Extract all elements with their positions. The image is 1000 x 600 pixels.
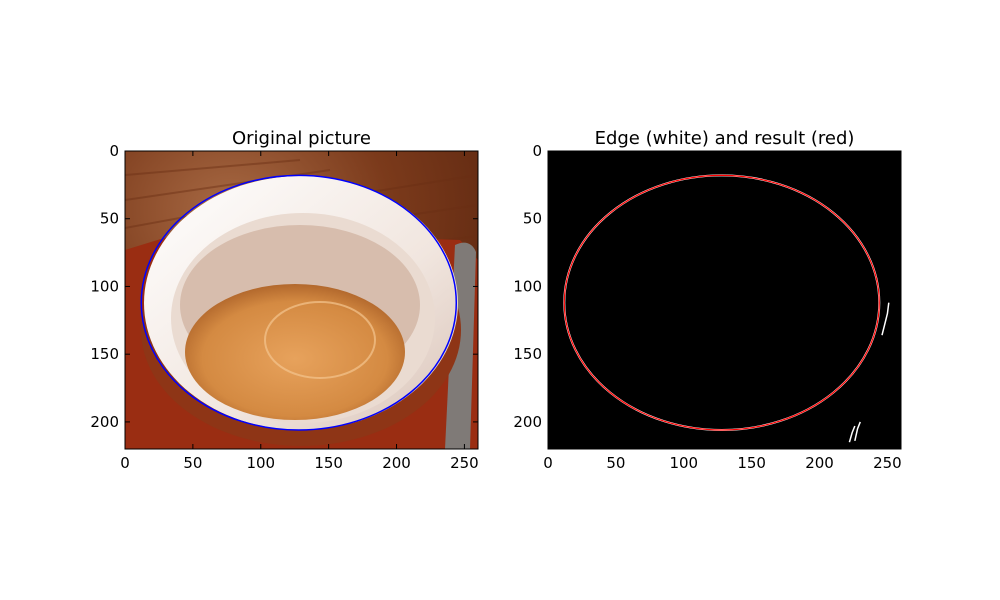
chart-title-original: Original picture	[232, 128, 371, 149]
edge-fragment	[854, 421, 861, 442]
y-tick-label: 150	[90, 345, 119, 363]
edge-fragment	[881, 302, 890, 336]
axes-frame-edge	[547, 150, 902, 450]
y-tick-label: 0	[109, 142, 119, 160]
coffee-highlight	[264, 301, 376, 379]
x-tick-label: 150	[314, 454, 343, 472]
y-tick-label: 100	[513, 277, 542, 295]
y-tick-label: 50	[523, 210, 542, 228]
chart-title-edge: Edge (white) and result (red)	[595, 128, 855, 149]
x-tick-label: 250	[873, 454, 902, 472]
x-tick-label: 150	[737, 454, 766, 472]
panel-original: Original picture 0 50 100 150 200 250 0 50 100 15…	[90, 128, 478, 472]
edge-background	[548, 151, 901, 449]
x-tick-label: 200	[805, 454, 834, 472]
x-tick-label: 200	[382, 454, 411, 472]
photo-image	[125, 151, 478, 449]
coffee-surface	[185, 284, 405, 420]
y-tick-label: 200	[513, 413, 542, 431]
y-tick-label: 100	[90, 277, 119, 295]
x-tick-label: 0	[120, 454, 130, 472]
edge-fragment	[848, 425, 856, 443]
panel-edge-result: Edge (white) and result (red) 0 50 100 150 2…	[513, 128, 901, 472]
axes-frame-original	[124, 150, 479, 450]
y-tick-label: 0	[532, 142, 542, 160]
x-tick-label: 250	[450, 454, 479, 472]
x-tick-label: 100	[669, 454, 698, 472]
x-tick-label: 100	[246, 454, 275, 472]
y-tick-label: 150	[513, 345, 542, 363]
axis-ticks-original: 0 50 100 150 200 250 0 50 100 150 200	[90, 142, 478, 472]
x-tick-label: 50	[183, 454, 202, 472]
detected-ellipse-blue	[140, 174, 458, 431]
axis-ticks-edge: 0 50 100 150 200 250 0 50 100 150 200	[513, 142, 901, 472]
edge-fragments	[848, 302, 890, 443]
y-tick-label: 50	[100, 210, 119, 228]
y-tick-label: 200	[90, 413, 119, 431]
x-tick-label: 0	[543, 454, 553, 472]
edge-image	[548, 151, 901, 449]
x-tick-label: 50	[606, 454, 625, 472]
detected-ellipse-red	[563, 174, 880, 431]
